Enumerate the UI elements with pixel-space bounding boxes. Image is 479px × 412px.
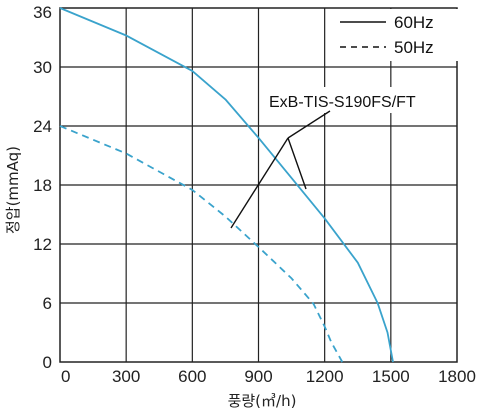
x-tick-label: 1200 [306, 367, 344, 386]
legend-label-50hz: 50Hz [394, 38, 434, 57]
model-label-box [266, 87, 444, 113]
grid-lines [60, 8, 457, 362]
legend: 60Hz 50Hz [330, 9, 458, 61]
leader-line-2 [230, 137, 289, 229]
curve-50hz [59, 125, 344, 363]
y-axis-ticks: 0 6 12 18 24 30 36 [33, 3, 52, 372]
y-tick-label: 36 [33, 3, 52, 22]
leader-line-1 [287, 110, 331, 139]
x-axis-title: 풍량(㎥/h) [228, 392, 297, 410]
x-tick-label: 0 [61, 367, 70, 386]
curve-60hz [59, 7, 394, 363]
model-annotation: ExB-TIS-S190FS/FT [230, 87, 444, 229]
x-tick-label: 600 [178, 367, 206, 386]
y-tick-label: 0 [43, 353, 52, 372]
legend-box [330, 9, 458, 61]
curves [59, 7, 394, 363]
y-tick-label: 24 [33, 117, 52, 136]
x-axis-ticks: 0 300 600 900 1200 1500 1800 [61, 367, 476, 386]
y-tick-label: 18 [33, 176, 52, 195]
x-tick-label: 900 [244, 367, 272, 386]
y-tick-label: 6 [43, 294, 52, 313]
y-tick-label: 30 [33, 58, 52, 77]
legend-label-60hz: 60Hz [394, 13, 434, 32]
y-axis-title: 정압(mmAq) [4, 146, 22, 234]
x-tick-label: 300 [112, 367, 140, 386]
x-tick-label: 1500 [372, 367, 410, 386]
y-tick-label: 12 [33, 235, 52, 254]
plot-frame [59, 7, 458, 363]
leader-line-3 [287, 137, 307, 190]
x-tick-label: 1800 [438, 367, 476, 386]
model-label: ExB-TIS-S190FS/FT [269, 94, 416, 111]
